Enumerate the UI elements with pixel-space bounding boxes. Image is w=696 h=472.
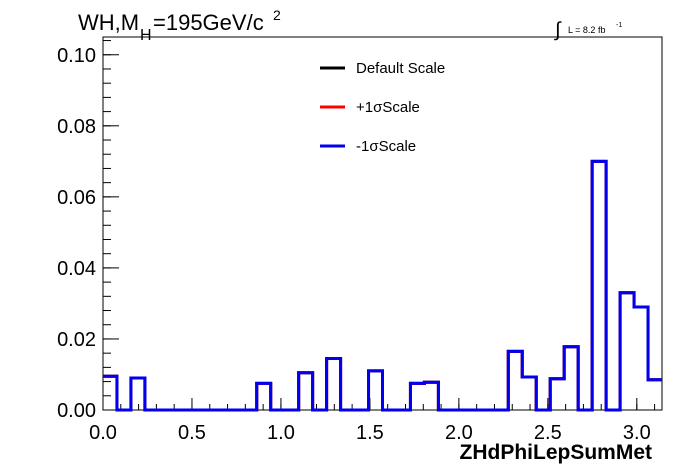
title-superscript: 2 <box>273 7 281 23</box>
legend-entry: -1σScale <box>356 138 416 155</box>
x-tick-label: 0.5 <box>178 422 206 444</box>
legend-entry: +1σScale <box>356 99 420 116</box>
x-tick-label: 2.0 <box>445 422 473 444</box>
lumi-label: L = 8.2 fb <box>568 25 605 35</box>
y-tick-label: 0.06 <box>57 187 96 209</box>
series-line-2 <box>103 159 662 412</box>
x-tick-label: 1.5 <box>356 422 384 444</box>
title-main: WH,M <box>78 10 139 35</box>
series-layer <box>103 159 662 412</box>
y-tick-label: 0.04 <box>57 258 96 280</box>
y-tick-label: 0.02 <box>57 329 96 351</box>
x-tick-label: 0.0 <box>89 422 117 444</box>
legend-entry: Default Scale <box>356 60 445 77</box>
lumi-superscript: -1 <box>616 22 622 29</box>
x-tick-label: 3.0 <box>623 422 651 444</box>
x-tick-label: 2.5 <box>534 422 562 444</box>
chart-title: WH,M <box>78 10 139 35</box>
axes: 0.0 0.5 1.0 1.5 2.0 2.5 3.0 0.00 0.02 0.04 0.06 0.0… <box>57 36 663 444</box>
y-tick-label: 0.08 <box>57 116 96 138</box>
lumi-integral-symbol: ∫ <box>554 19 562 41</box>
x-axis-label: ZHdPhiLepSumMet <box>460 441 653 464</box>
title-rest: =195GeV/c <box>153 10 264 35</box>
title-subscript: H <box>140 27 152 44</box>
y-tick-label: 0.00 <box>57 400 96 422</box>
y-tick-label: 0.10 <box>57 45 96 67</box>
x-tick-label: 1.0 <box>267 422 295 444</box>
legend: Default Scale +1σScale -1σScale <box>320 60 445 155</box>
